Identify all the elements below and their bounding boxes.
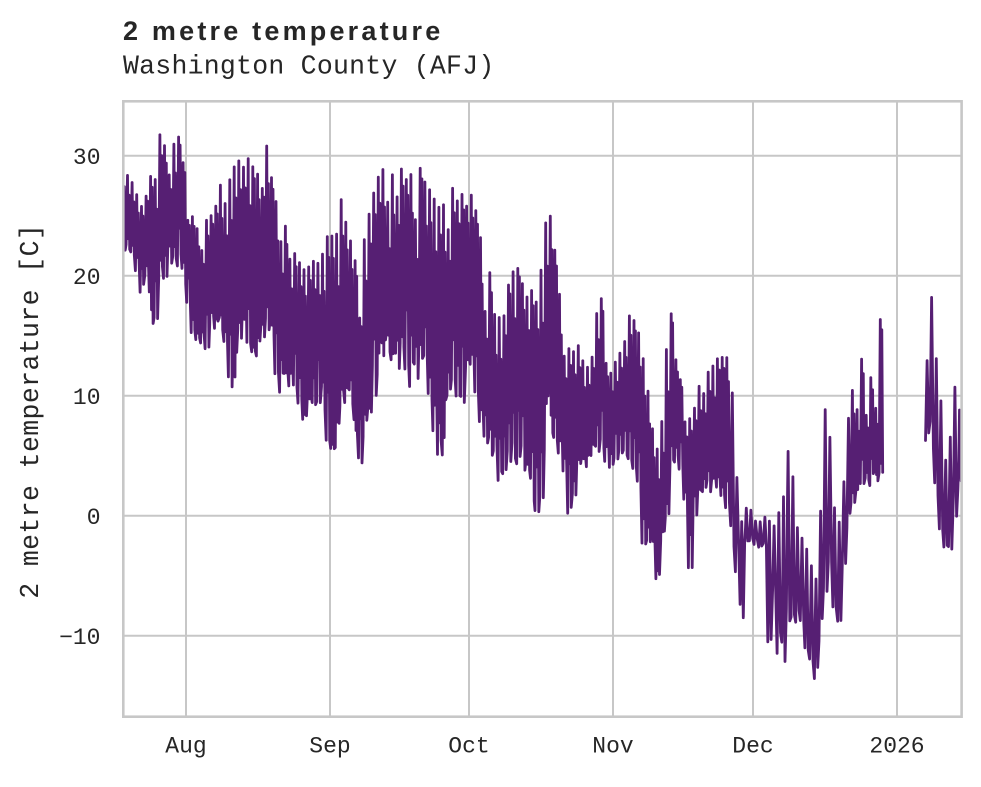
svg-text:−10: −10 bbox=[59, 625, 100, 651]
svg-text:2026: 2026 bbox=[869, 734, 924, 760]
svg-text:0: 0 bbox=[87, 505, 101, 531]
svg-text:10: 10 bbox=[73, 385, 101, 411]
svg-text:30: 30 bbox=[73, 145, 101, 171]
svg-text:Aug: Aug bbox=[165, 734, 206, 760]
svg-text:2 metre temperature: 2 metre temperature bbox=[123, 16, 443, 46]
svg-text:Oct: Oct bbox=[448, 734, 489, 760]
svg-text:Sep: Sep bbox=[309, 734, 350, 760]
svg-text:Washington County (AFJ): Washington County (AFJ) bbox=[123, 52, 495, 82]
svg-text:2 metre temperature [C]: 2 metre temperature [C] bbox=[16, 224, 46, 599]
svg-text:Nov: Nov bbox=[592, 734, 634, 760]
svg-text:20: 20 bbox=[73, 265, 101, 291]
svg-text:Dec: Dec bbox=[732, 734, 773, 760]
